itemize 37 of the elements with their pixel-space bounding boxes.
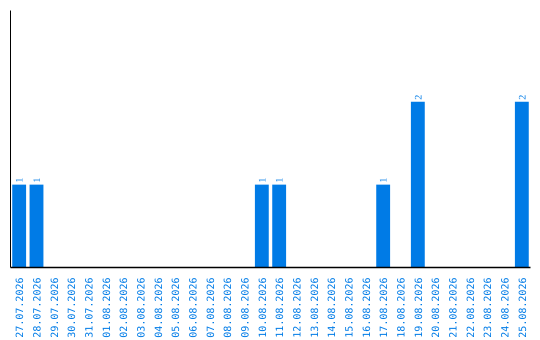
x-tick-label: 30.07.2026	[67, 277, 78, 338]
data-label: 2	[517, 94, 528, 100]
x-tick-label: 11.08.2026	[275, 277, 286, 338]
x-tick-label: 10.08.2026	[258, 277, 269, 338]
data-label: 1	[378, 178, 390, 183]
x-tick-label: 25.08.2026	[518, 277, 529, 338]
x-tick-label: 06.08.2026	[188, 277, 200, 338]
x-tick-label: 07.08.2026	[206, 277, 217, 338]
x-tick-label: 08.08.2026	[223, 277, 234, 338]
data-label: 1	[257, 178, 268, 183]
x-tick-label: 14.08.2026	[327, 277, 338, 338]
x-tick-label: 17.08.2026	[379, 277, 390, 338]
x-tick-label: 15.08.2026	[344, 277, 356, 338]
x-tick-label: 18.08.2026	[396, 277, 408, 338]
x-tick-label: 29.07.2026	[50, 277, 61, 338]
data-label: 1	[32, 178, 43, 183]
data-label: 1	[14, 178, 26, 183]
x-tick-label: 09.08.2026	[240, 277, 252, 338]
x-tick-label: 28.07.2026	[32, 277, 44, 338]
x-tick-label: 21.08.2026	[448, 277, 460, 338]
x-tick-label: 04.08.2026	[154, 277, 165, 338]
x-tick-label: 16.08.2026	[362, 277, 373, 338]
x-tick-label: 12.08.2026	[292, 277, 304, 338]
x-tick-label: 03.08.2026	[136, 277, 148, 338]
x-tick-label: 24.08.2026	[500, 277, 512, 338]
x-tick-label: 02.08.2026	[119, 277, 130, 338]
x-tick-label: 05.08.2026	[171, 277, 182, 338]
x-tick-label: 27.07.2026	[15, 277, 26, 338]
x-tick-label: 19.08.2026	[414, 277, 425, 338]
x-tick-label: 20.08.2026	[431, 277, 442, 338]
x-tick-label: 31.07.2026	[84, 277, 96, 338]
x-tick-label: 22.08.2026	[466, 277, 477, 338]
data-label: 2	[413, 94, 424, 100]
data-label: 1	[274, 178, 286, 183]
x-tick-label: 01.08.2026	[102, 277, 113, 338]
x-tick-label: 13.08.2026	[310, 277, 321, 338]
x-tick-label: 23.08.2026	[483, 277, 494, 338]
